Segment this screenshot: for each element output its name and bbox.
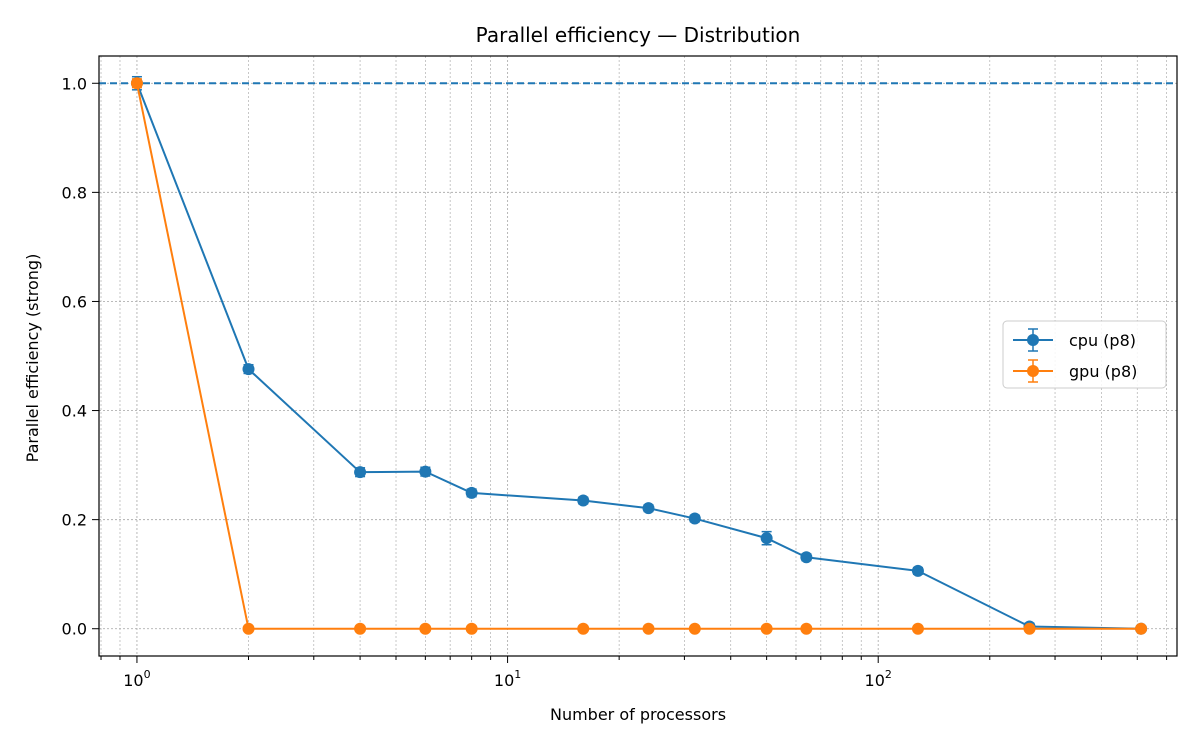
data-point	[577, 622, 590, 635]
data-point	[419, 622, 432, 635]
x-tick-label: 101	[494, 668, 521, 690]
data-point	[800, 622, 813, 635]
data-point	[760, 622, 773, 635]
legend-label: cpu (p8)	[1069, 331, 1136, 350]
series-group	[130, 75, 1148, 635]
legend-label: gpu (p8)	[1069, 362, 1137, 381]
data-point	[130, 77, 143, 90]
y-tick-label: 0.2	[62, 511, 87, 530]
data-point	[577, 494, 590, 507]
grid	[99, 56, 1177, 656]
y-tick-label: 0.8	[62, 183, 87, 202]
data-point	[800, 551, 813, 564]
x-axis-title: Number of processors	[550, 705, 726, 724]
x-tick-label: 102	[865, 668, 892, 690]
data-point	[354, 466, 367, 479]
chart-title: Parallel efficiency — Distribution	[476, 23, 801, 47]
data-point	[642, 502, 655, 515]
data-point	[242, 363, 255, 376]
data-point	[911, 564, 924, 577]
data-point	[688, 512, 701, 525]
legend-marker	[1027, 365, 1039, 377]
data-point	[642, 622, 655, 635]
y-tick-label: 0.0	[62, 620, 87, 639]
data-point	[242, 622, 255, 635]
data-point	[760, 532, 773, 545]
data-point	[688, 622, 701, 635]
y-tick-label: 0.6	[62, 292, 87, 311]
data-point	[354, 622, 367, 635]
data-point	[465, 486, 478, 499]
y-axis-title: Parallel efficiency (strong)	[23, 254, 42, 463]
plot-frame	[98, 55, 1178, 657]
legend: cpu (p8) gpu (p8)	[1002, 320, 1167, 389]
x-tick-label: 100	[123, 668, 150, 690]
data-point	[465, 622, 478, 635]
data-point	[1135, 622, 1148, 635]
y-tick-label: 1.0	[62, 74, 87, 93]
legend-entry: gpu (p8)	[1013, 359, 1137, 383]
axis-ticks: 100 101 102 0.0 0.2 0.4 0.6 0.8 1.0	[62, 74, 1168, 690]
legend-entry: cpu (p8)	[1013, 328, 1136, 352]
data-point	[1023, 622, 1036, 635]
data-point	[911, 622, 924, 635]
series-1	[130, 77, 1148, 635]
y-tick-label: 0.4	[62, 402, 87, 421]
legend-marker	[1027, 334, 1039, 346]
data-point	[419, 465, 432, 478]
